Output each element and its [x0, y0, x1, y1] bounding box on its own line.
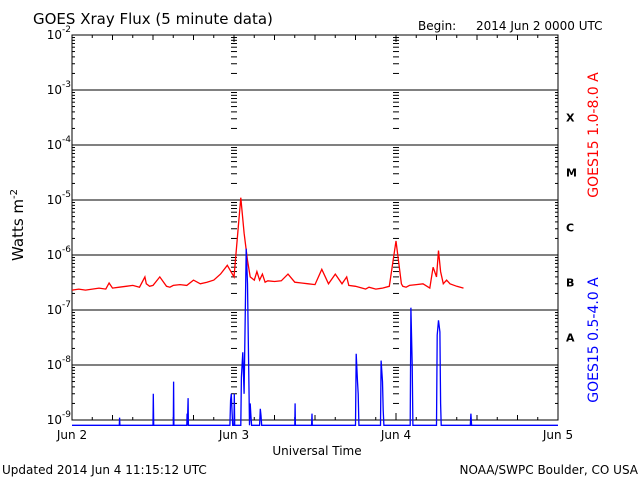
legend-series-long: GOES15 1.0-8.0 A: [586, 72, 602, 198]
x-tick-label: Jun 3: [218, 428, 249, 442]
y-tick-label-exponent: -4: [62, 135, 71, 145]
flare-class-label: C: [566, 222, 574, 235]
y-tick-label-exponent: -5: [62, 190, 71, 200]
series-line-short: [72, 248, 558, 426]
y-tick-label: 10: [47, 193, 62, 207]
plot-frame: [71, 34, 559, 421]
credit-text: NOAA/SWPC Boulder, CO USA: [460, 463, 639, 477]
x-tick-label: Jun 5: [542, 428, 573, 442]
x-tick-label: Jun 2: [56, 428, 87, 442]
flare-class-label: B: [566, 277, 574, 290]
y-tick-label: 10: [47, 28, 62, 42]
y-tick-label: 10: [47, 248, 62, 262]
y-tick-label: 10: [47, 83, 62, 97]
legend-series-short: GOES15 0.5-4.0 A: [586, 277, 602, 403]
y-tick-label: 10: [47, 303, 62, 317]
x-axis-label: Universal Time: [272, 444, 361, 458]
flare-class-label: A: [566, 332, 575, 345]
begin-label: Begin:: [418, 19, 456, 33]
y-axis-label-exponent: -2: [9, 189, 20, 199]
y-tick-label-exponent: -6: [62, 245, 71, 255]
begin-value: 2014 Jun 2 0000 UTC: [476, 19, 603, 33]
y-tick-label-exponent: -3: [62, 80, 71, 90]
y-tick-label-exponent: -8: [62, 355, 71, 365]
y-tick-label: 10: [47, 358, 62, 372]
chart-title: GOES Xray Flux (5 minute data): [33, 10, 273, 28]
series-line-long: [71, 197, 464, 291]
y-tick-label-exponent: -7: [62, 300, 71, 310]
y-tick-label-exponent: -9: [62, 410, 71, 420]
flare-class-label: M: [566, 167, 577, 180]
y-tick-label: 10: [47, 138, 62, 152]
y-axis-label-text: Watts m: [9, 199, 27, 261]
flare-class-label: X: [566, 112, 575, 125]
svg-text:Watts m-2: Watts m-2: [9, 189, 27, 261]
y-tick-label: 10: [47, 413, 62, 427]
y-tick-label-exponent: -2: [62, 25, 71, 35]
updated-timestamp: Updated 2014 Jun 4 11:15:12 UTC: [2, 463, 207, 477]
x-tick-label: Jun 4: [380, 428, 411, 442]
y-axis-label: Watts m-2: [9, 189, 27, 261]
